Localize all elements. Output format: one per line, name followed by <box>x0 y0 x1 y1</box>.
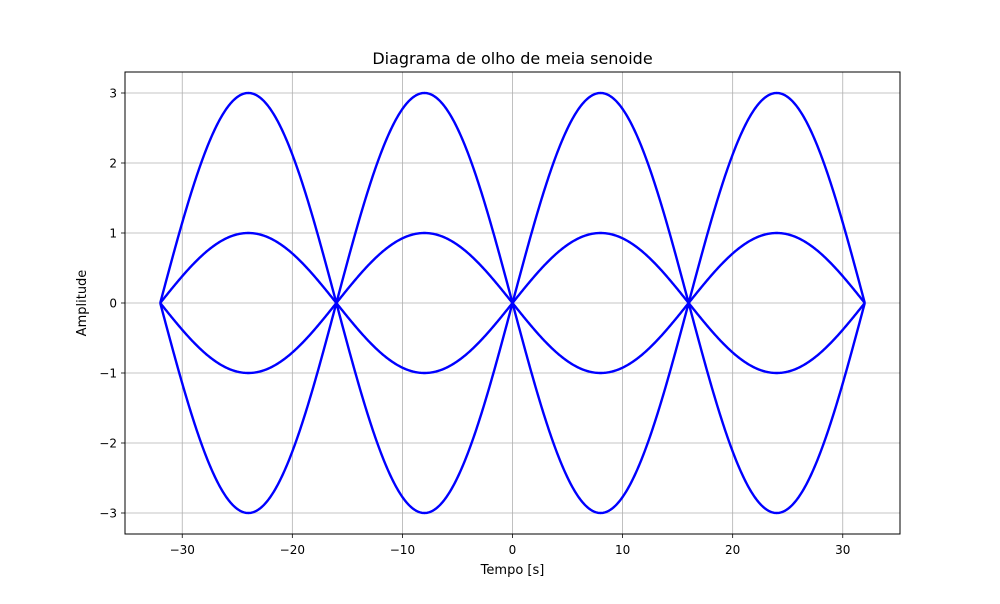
x-tick-label: 0 <box>509 543 517 557</box>
x-tick-label: 20 <box>725 543 740 557</box>
x-tick-label: 30 <box>835 543 850 557</box>
x-tick-label: 10 <box>615 543 630 557</box>
x-axis-label: Tempo [s] <box>480 563 545 578</box>
y-tick-label: 0 <box>109 297 117 311</box>
chart-title: Diagrama de olho de meia senoide <box>372 49 652 68</box>
x-tick-label: −10 <box>390 543 415 557</box>
x-tick-label: −30 <box>170 543 195 557</box>
y-axis-label: Amplitude <box>75 270 90 337</box>
y-tick-label: 2 <box>109 157 117 171</box>
series-layer <box>159 91 866 515</box>
y-tick-label: −1 <box>99 367 117 381</box>
x-tick-label: −20 <box>280 543 305 557</box>
eye-trace-4 <box>159 301 866 515</box>
y-tick-label: −3 <box>99 507 117 521</box>
y-tick-label: 3 <box>109 87 117 101</box>
y-tick-label: 1 <box>109 227 117 241</box>
y-tick-label: −2 <box>99 437 117 451</box>
